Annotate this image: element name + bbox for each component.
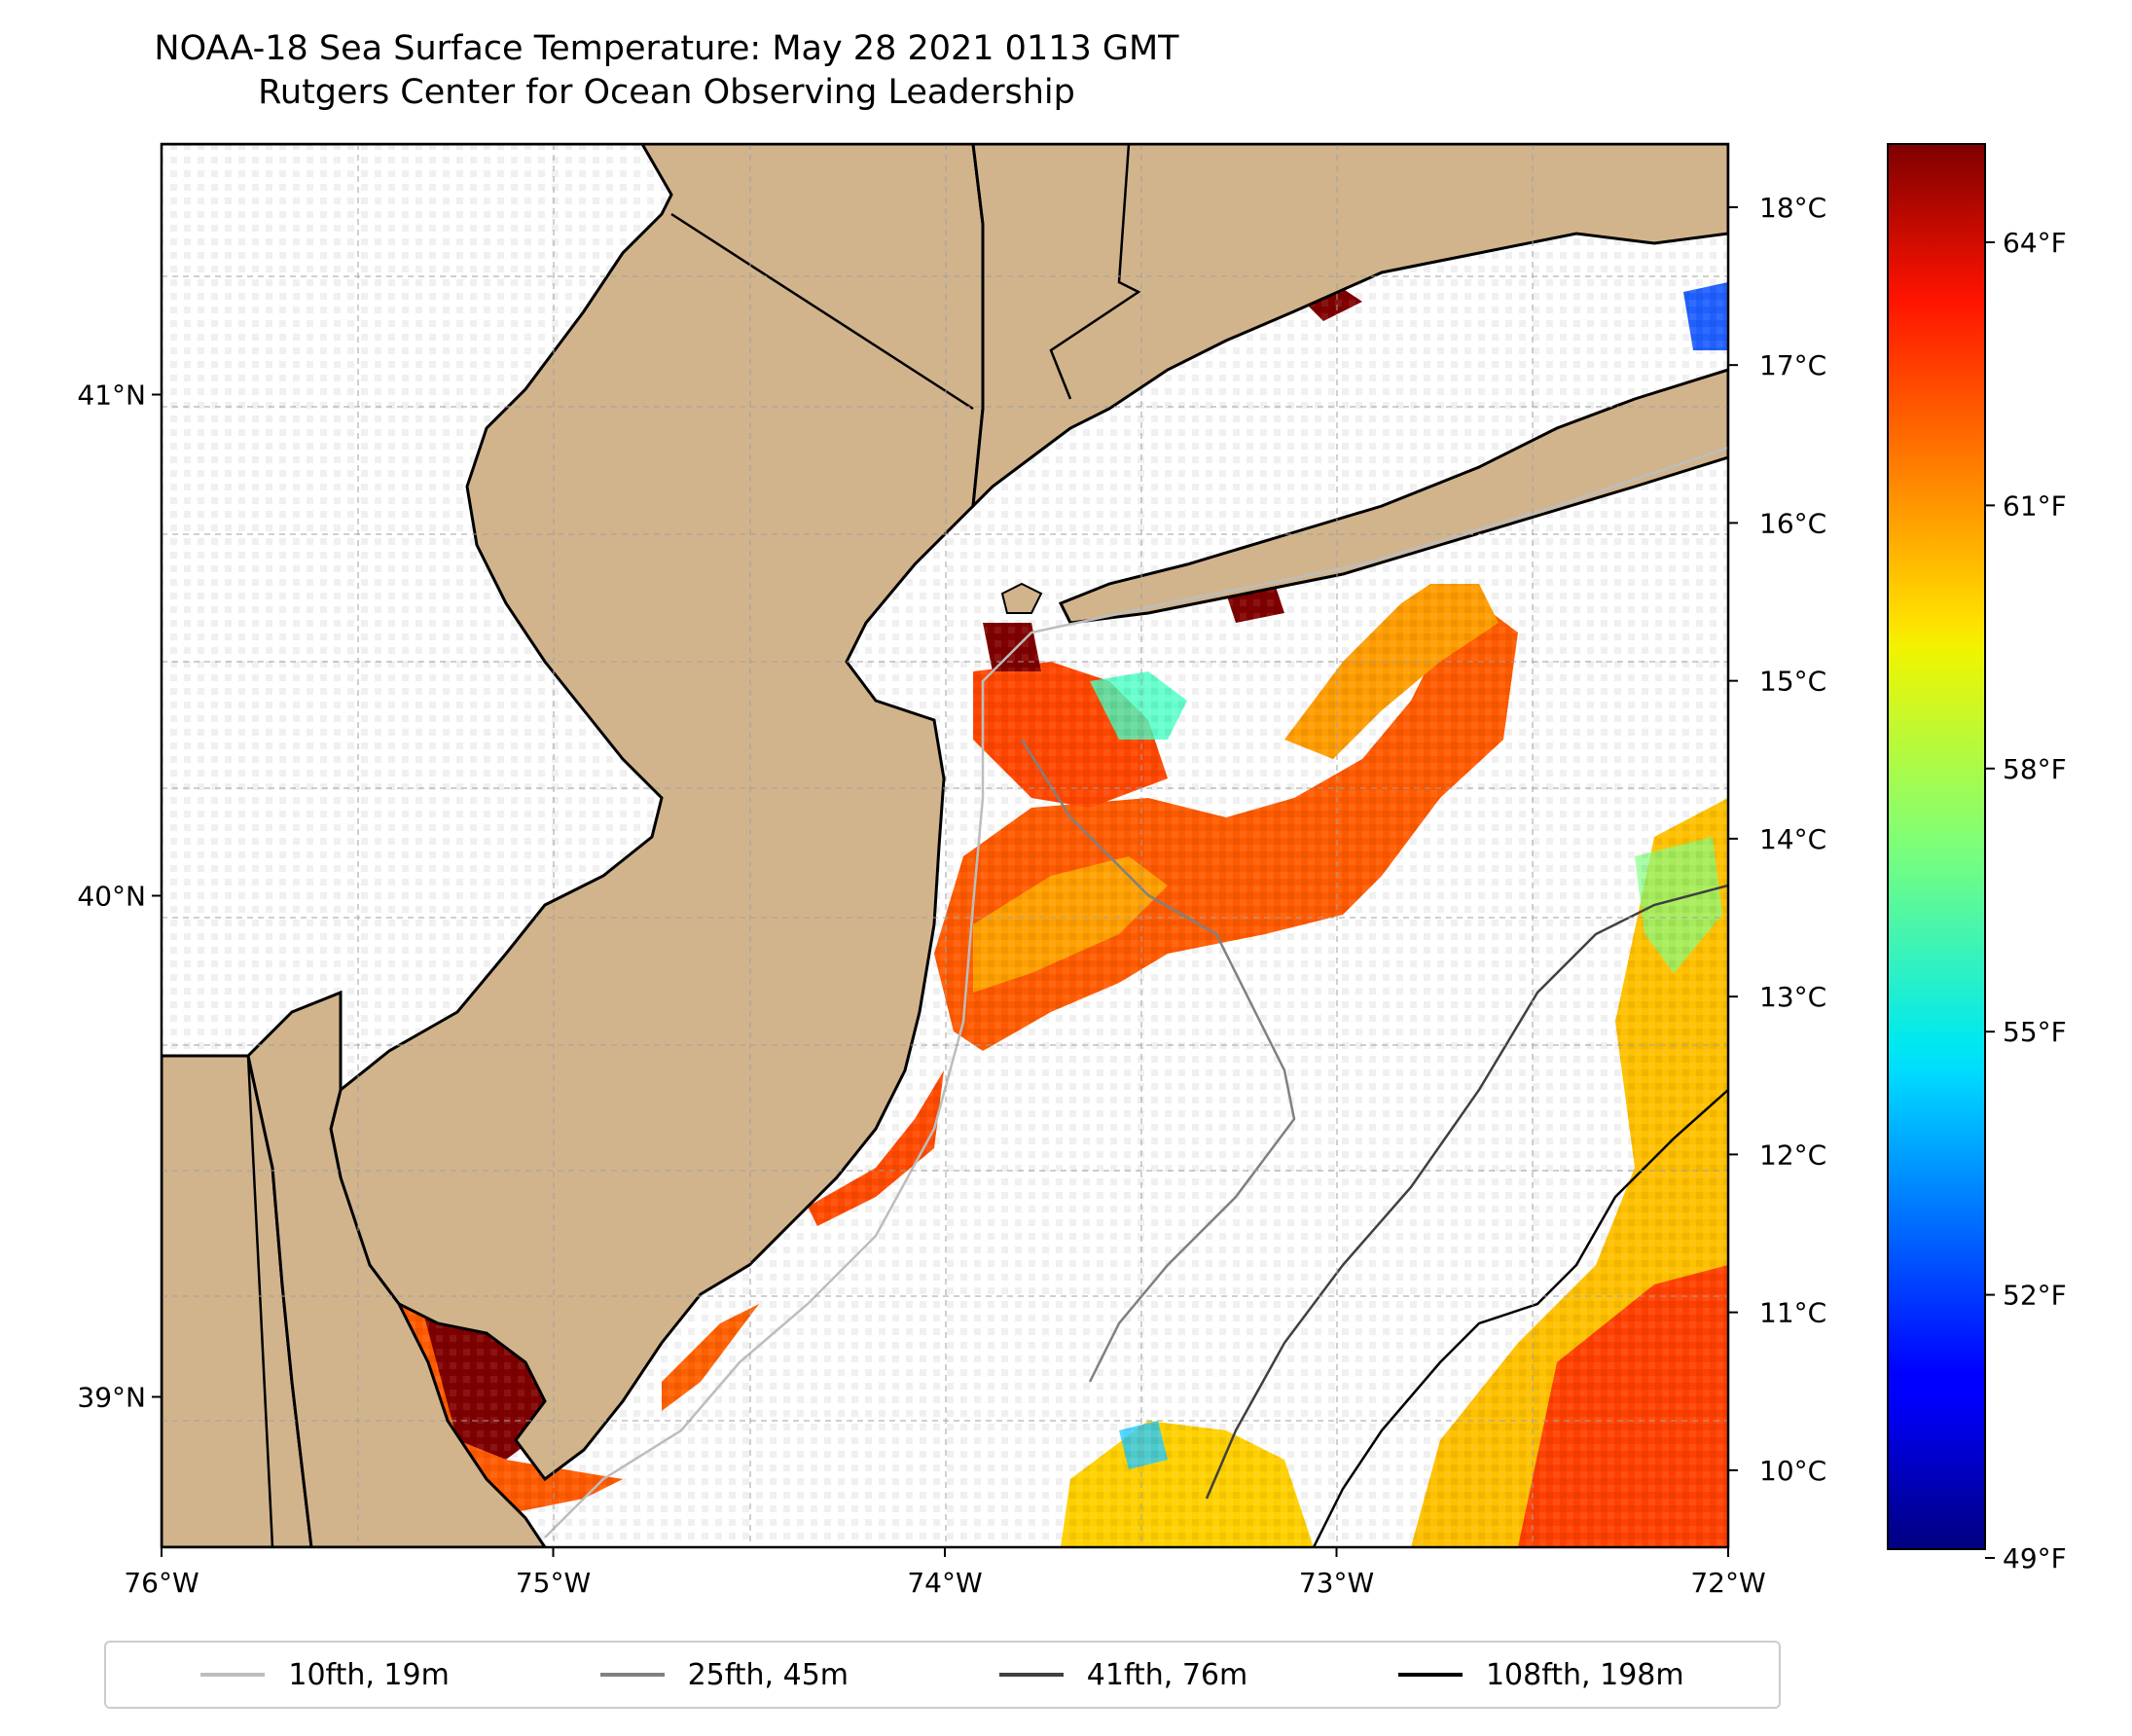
fahrenheit-tick-label-3: 55°F [2003, 1016, 2067, 1048]
celsius-tick-label-1: 17°C [1759, 349, 1826, 381]
celsius-tick-label-6: 12°C [1759, 1139, 1826, 1171]
gridlines [162, 144, 1728, 1547]
fahrenheit-tick-label-4: 52°F [2003, 1280, 2067, 1312]
legend-label-0: 10fth, 19m [288, 1657, 450, 1692]
lon-tick-label-1: 75°W [516, 1567, 591, 1599]
legend-item-1: 25fth, 45m [599, 1657, 849, 1692]
celsius-tick-label-4: 14°C [1759, 823, 1826, 855]
legend-swatch-2 [998, 1673, 1064, 1677]
celsius-tick-label-8: 10°C [1759, 1455, 1826, 1487]
legend-swatch-3 [1397, 1673, 1463, 1677]
lat-tick-label-1: 40°N [77, 881, 146, 913]
land-new-jersey-pennsylvania [162, 144, 985, 1482]
celsius-tick-label-7: 11°C [1759, 1297, 1826, 1329]
isobath-108fth [1312, 1089, 1728, 1547]
celsius-tick-label-5: 13°C [1759, 981, 1826, 1013]
celsius-tick-label-2: 16°C [1759, 507, 1826, 539]
fahrenheit-tick-label-1: 61°F [2003, 489, 2067, 522]
lat-axis: 41°N 40°N 39°N [77, 380, 162, 1414]
legend-item-0: 10fth, 19m [200, 1657, 450, 1692]
map-title: NOAA-18 Sea Surface Temperature: May 28 … [0, 27, 1333, 115]
legend-label-1: 25fth, 45m [687, 1657, 849, 1692]
isobath-10fth [544, 446, 1728, 1538]
fahrenheit-tick-label-2: 58°F [2003, 753, 2067, 785]
state-border-ny-nj [670, 212, 974, 411]
legend-label-2: 41fth, 76m [1086, 1657, 1248, 1692]
fahrenheit-tick-label-5: 49°F [2003, 1542, 2067, 1574]
lon-axis: 76°W 75°W 74°W 73°W 72°W [124, 1547, 1766, 1599]
colorbar-celsius-axis: 18°C 17°C 16°C 15°C 14°C 13°C 12°C 11°C 10°C [1728, 192, 1826, 1487]
lon-tick-label-3: 73°W [1299, 1567, 1374, 1599]
celsius-tick-label-0: 18°C [1759, 192, 1826, 224]
colorbar-fahrenheit-axis: 64°F 61°F 58°F 55°F 52°F 49°F [1985, 227, 2067, 1574]
isobath-41fth [1205, 884, 1728, 1500]
lat-tick-label-0: 41°N [77, 380, 146, 412]
title-line-2: Rutgers Center for Ocean Observing Leade… [258, 73, 1075, 112]
state-border-ny-ct [1049, 144, 1141, 400]
legend-swatch-0 [200, 1673, 266, 1677]
land-long-island [1058, 368, 1728, 625]
legend-swatch-1 [599, 1673, 665, 1677]
lon-tick-label-4: 72°W [1690, 1567, 1765, 1599]
isobath-legend: 10fth, 19m 25fth, 45m 41fth, 76m 108fth, 19… [104, 1641, 1781, 1709]
lat-tick-label-2: 39°N [77, 1382, 146, 1414]
fahrenheit-tick-label-0: 64°F [2003, 227, 2067, 259]
isobath-25fth [1020, 739, 1296, 1383]
map-content [162, 144, 1728, 1547]
lon-tick-label-2: 74°W [907, 1567, 982, 1599]
land-staten-island [1000, 582, 1043, 614]
state-border-de-md [162, 1054, 274, 1547]
title-line-1: NOAA-18 Sea Surface Temperature: May 28 … [154, 29, 1179, 68]
land-delaware-coast [246, 990, 547, 1547]
legend-label-3: 108fth, 198m [1485, 1657, 1684, 1692]
legend-item-2: 41fth, 76m [998, 1657, 1248, 1692]
legend-item-3: 108fth, 198m [1397, 1657, 1684, 1692]
colorbar [1887, 143, 1986, 1550]
lon-tick-label-0: 76°W [124, 1567, 199, 1599]
land-new-york [971, 144, 1728, 511]
celsius-tick-label-3: 15°C [1759, 666, 1826, 698]
